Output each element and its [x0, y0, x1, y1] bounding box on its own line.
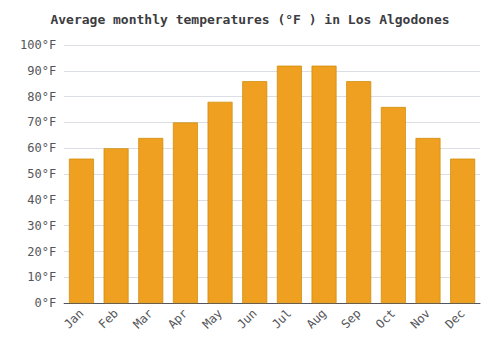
- svg-text:90°F: 90°F: [27, 64, 56, 78]
- svg-text:Nov: Nov: [408, 306, 433, 331]
- svg-text:10°F: 10°F: [27, 270, 56, 284]
- svg-text:Oct: Oct: [373, 306, 398, 331]
- svg-text:50°F: 50°F: [27, 167, 56, 181]
- svg-text:40°F: 40°F: [27, 193, 56, 207]
- svg-text:Jun: Jun: [234, 306, 259, 331]
- svg-text:May: May: [200, 306, 225, 331]
- svg-text:Jan: Jan: [61, 306, 86, 331]
- svg-text:70°F: 70°F: [27, 115, 56, 129]
- svg-text:100°F: 100°F: [20, 38, 56, 52]
- svg-text:20°F: 20°F: [27, 245, 56, 259]
- svg-text:0°F: 0°F: [34, 296, 56, 310]
- svg-text:30°F: 30°F: [27, 219, 56, 233]
- svg-text:Apr: Apr: [165, 306, 190, 331]
- svg-text:80°F: 80°F: [27, 90, 56, 104]
- svg-text:Mar: Mar: [131, 306, 156, 331]
- svg-text:Dec: Dec: [442, 306, 467, 331]
- svg-text:Aug: Aug: [304, 306, 329, 331]
- svg-text:Sep: Sep: [338, 306, 363, 331]
- svg-text:Average monthly temperatures (: Average monthly temperatures (°F ) in Lo…: [50, 12, 449, 27]
- svg-text:Jul: Jul: [269, 306, 294, 331]
- svg-text:60°F: 60°F: [27, 141, 56, 155]
- svg-text:Feb: Feb: [96, 306, 121, 331]
